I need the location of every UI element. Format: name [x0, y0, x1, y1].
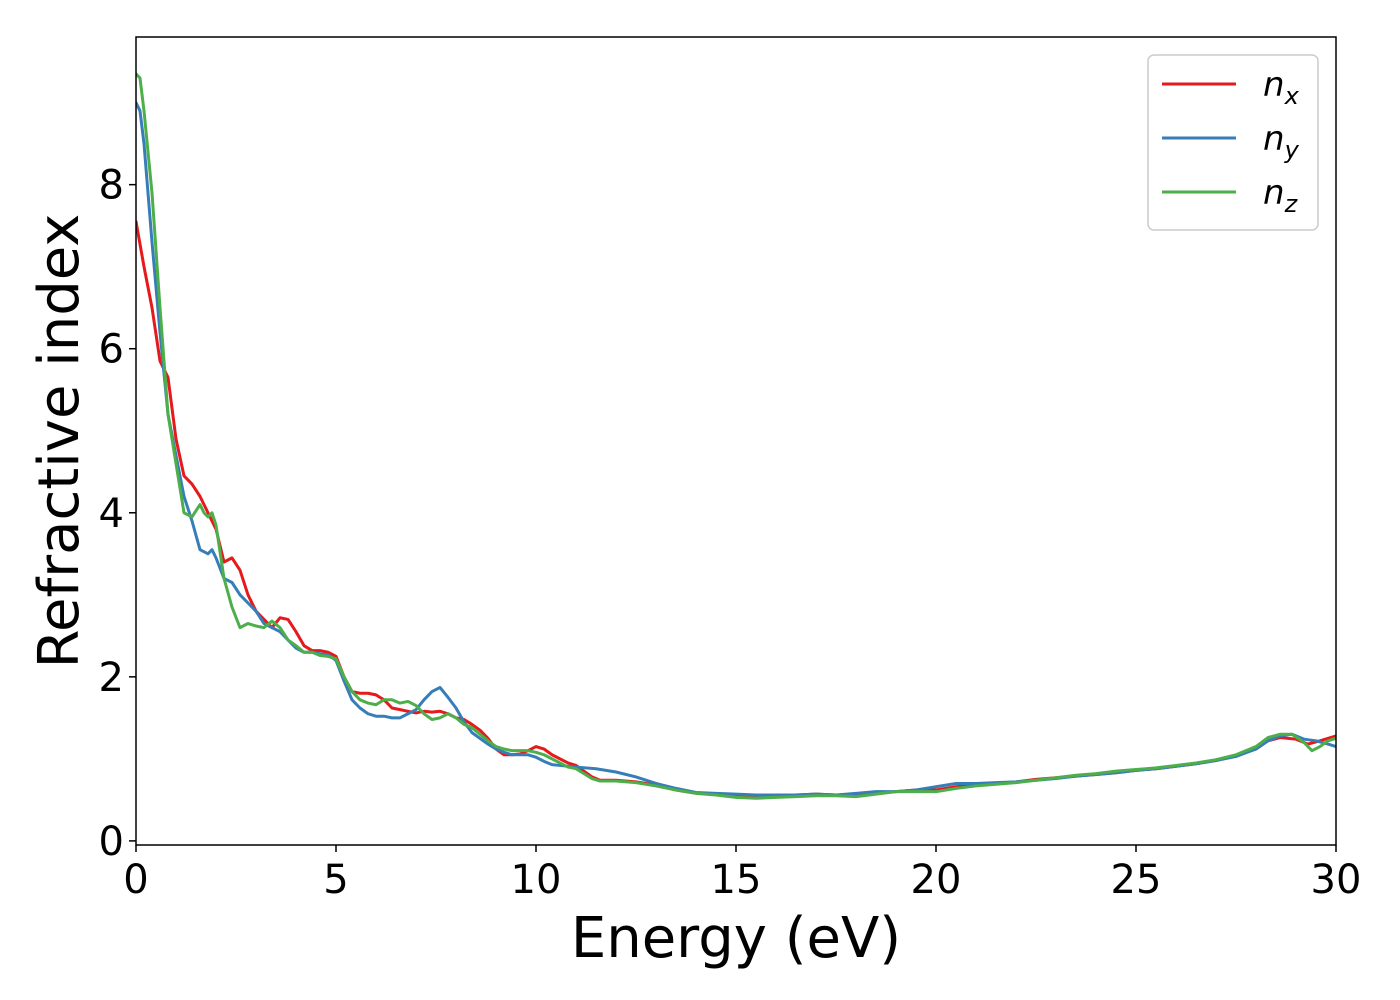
series-layer	[136, 72, 1336, 800]
x-axis-label: Energy (eV)	[571, 906, 901, 971]
legend-frame	[1147, 54, 1319, 231]
y-tick-label: 4	[99, 491, 124, 537]
x-tick-label: 10	[511, 857, 562, 903]
y-tick-label: 0	[99, 819, 124, 865]
legend-label: ny	[1263, 119, 1300, 164]
y-tick-label: 2	[99, 655, 124, 701]
x-tick-label: 30	[1311, 857, 1362, 903]
legend-label: nz	[1263, 173, 1299, 218]
x-tick-label: 20	[911, 857, 962, 903]
legend-label: nx	[1263, 65, 1300, 110]
legend: nx ny nz	[1147, 54, 1319, 231]
y-tick-label: 6	[99, 327, 124, 373]
x-tick-label: 0	[123, 857, 148, 903]
y-axis-ticks: 0 2 4 6 8	[99, 163, 136, 865]
x-axis-ticks: 0 5 10 15 20 25 30	[123, 845, 1361, 903]
x-tick-label: 5	[323, 857, 348, 903]
y-axis-label: Refractive index	[27, 214, 92, 669]
y-tick-label: 8	[99, 163, 124, 209]
legend-entry-nz: nz	[1162, 173, 1299, 218]
legend-entry-nx: nx	[1162, 65, 1300, 110]
legend-entries: nx ny nz	[1162, 65, 1300, 218]
x-tick-label: 15	[711, 857, 762, 903]
series-line-nz	[136, 72, 1336, 800]
legend-entry-ny: ny	[1162, 119, 1300, 164]
x-tick-label: 25	[1111, 857, 1162, 903]
series-line-nx	[136, 220, 1336, 799]
